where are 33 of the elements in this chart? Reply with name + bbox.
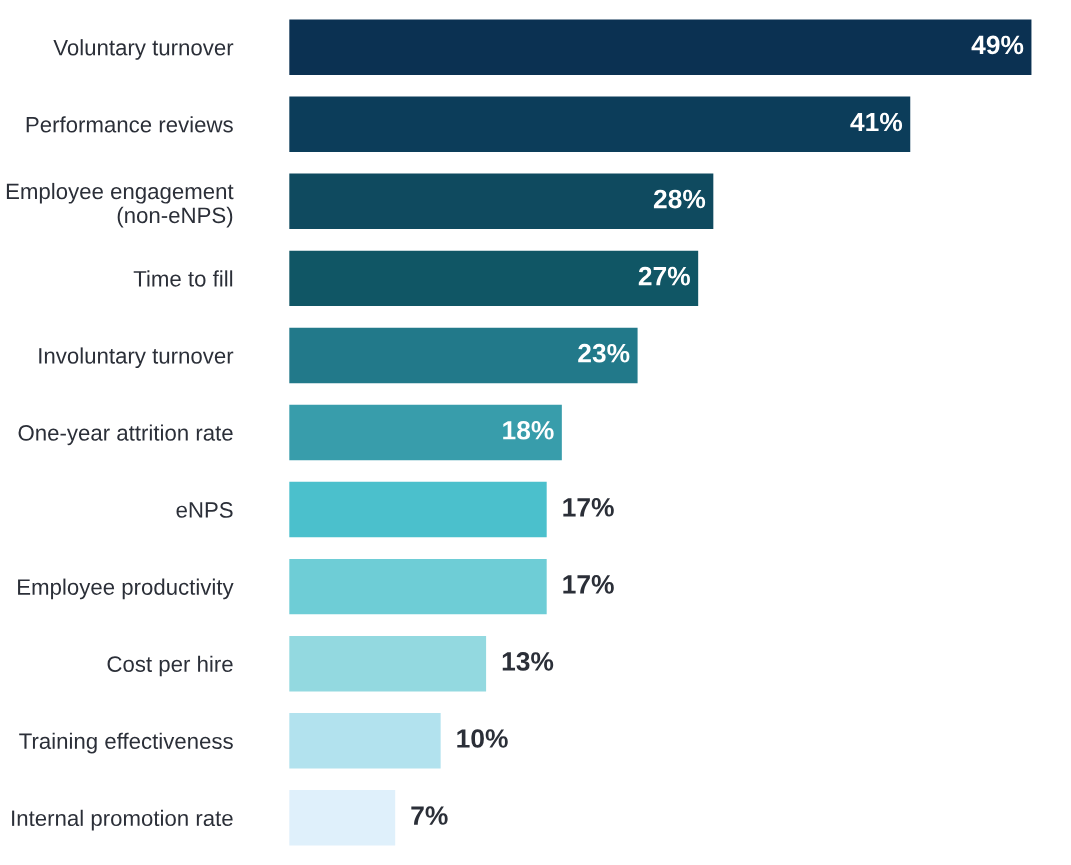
data-label: 10% [457,729,508,748]
y-tick-label: Internal promotion rate [12,809,233,831]
bar [289,173,714,230]
data-label: 41% [850,112,903,132]
data-label: 18% [503,420,554,440]
bar [289,250,699,307]
bar [289,558,547,615]
bar [289,404,562,461]
bar [289,327,638,384]
y-tick-label: Time to fill [133,270,233,287]
data-label: 17% [563,498,614,517]
data-label: 28% [653,189,706,209]
y-tick-label: Employee engagement (non-eNPS) [6,182,234,228]
bar [289,790,396,846]
y-tick-label: Cost per hire [107,655,233,677]
data-label: 27% [638,266,690,286]
y-tick-label: Voluntary turnover [53,39,234,60]
data-label: 13% [502,652,554,671]
y-tick-label: Involuntary turnover [39,347,234,369]
bar [289,635,487,692]
data-label: 49% [971,35,1024,55]
bar [289,713,441,769]
data-label: 17% [563,575,614,594]
bar [289,481,547,538]
data-label: 7% [411,806,448,825]
y-tick-label: One-year attrition rate [18,424,233,446]
y-tick-label: Training effectiveness [19,732,233,754]
bar [289,19,1032,75]
y-tick-label: Performance reviews [26,116,233,133]
y-tick-label: eNPS [176,502,233,518]
y-tick-label: Employee productivity [18,578,234,600]
data-label: 23% [578,343,630,363]
bar [289,96,911,152]
